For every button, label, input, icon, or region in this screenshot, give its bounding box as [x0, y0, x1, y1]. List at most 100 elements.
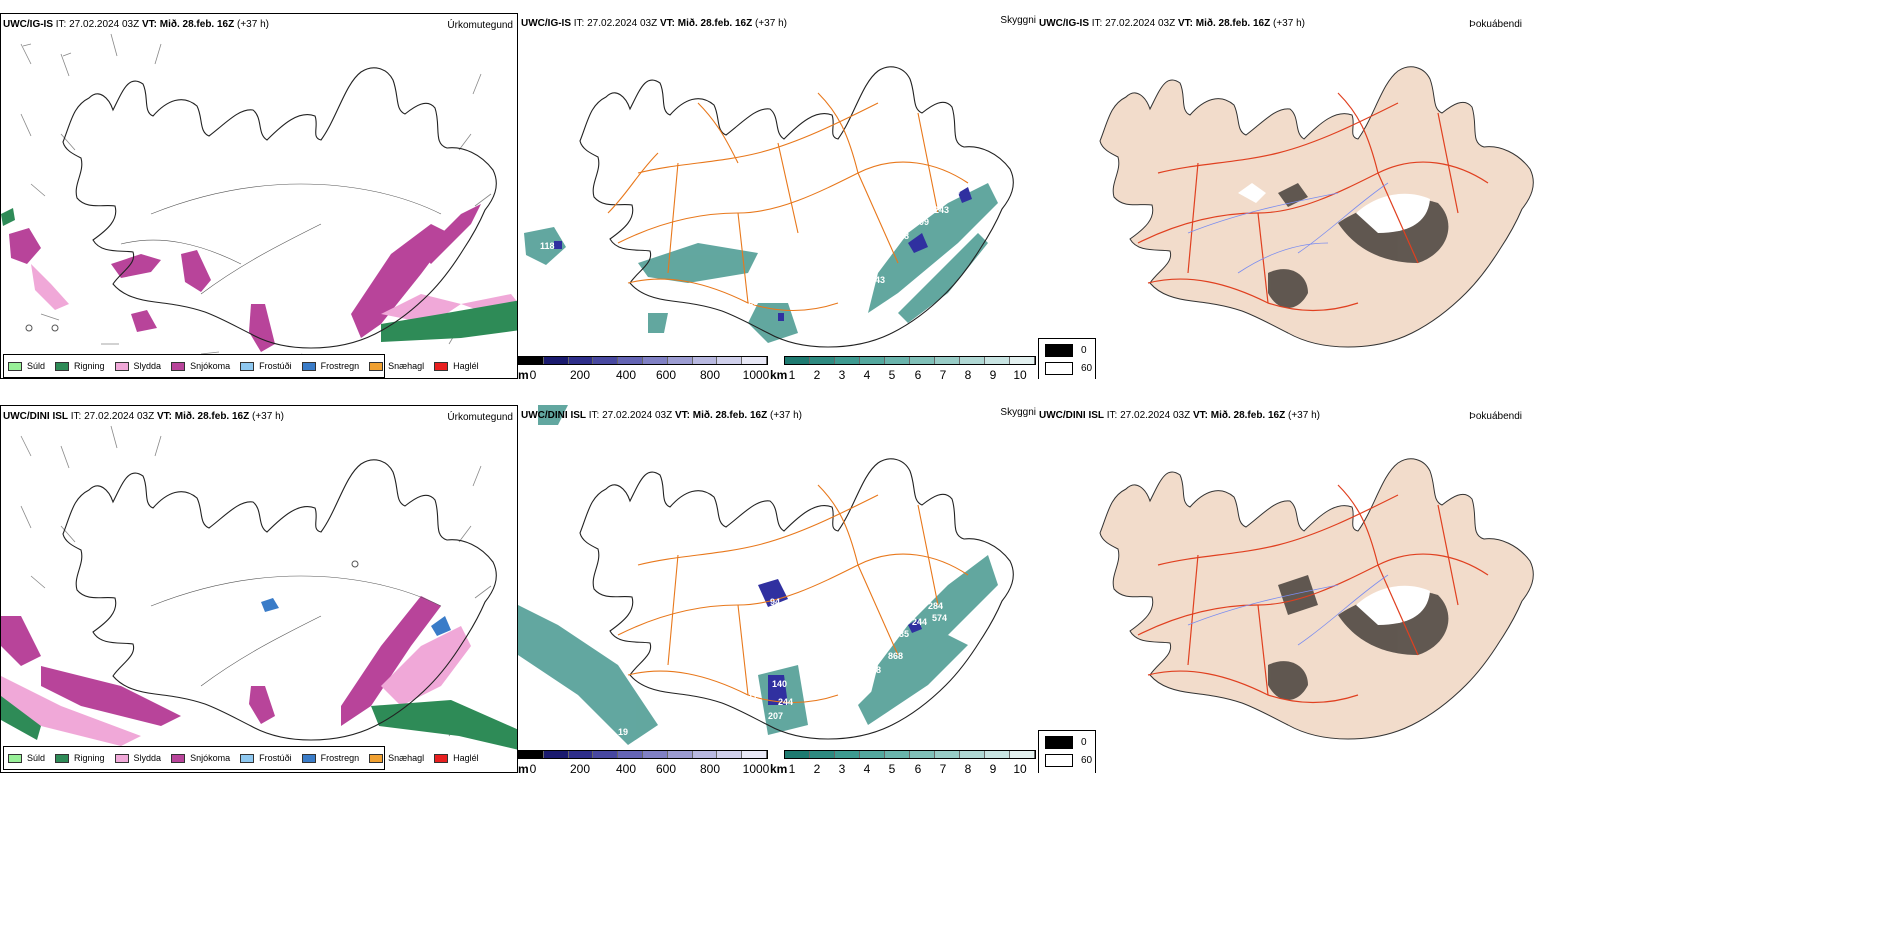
snow-areas [9, 204, 481, 352]
colorbar-tick: 8 [964, 368, 972, 379]
product-title: Úrkomutegund [447, 412, 513, 423]
wind-barbs [20, 425, 492, 737]
colorbar-tick: 800 [699, 368, 721, 379]
colorbar-tick: 400 [615, 368, 637, 379]
legend-item: Snjókoma [171, 361, 230, 371]
legend-item: Rigning [55, 361, 105, 371]
precip-type-panel-1: UWC/IG-IS IT: 27.02.2024 03Z VT: Mið. 28… [0, 13, 518, 379]
colorbar-tick: 10 [1013, 368, 1027, 379]
snow-areas [1, 596, 441, 726]
visibility-label: 243 [934, 205, 949, 215]
visibility-label: 244 [912, 617, 927, 627]
freezing-rain-areas [261, 598, 451, 636]
legend-item: Rigning [55, 753, 105, 763]
colorbar-unit: km [770, 368, 788, 379]
precip-legend: Súld Rigning Slydda Snjókoma Frostúði Fr… [3, 354, 479, 378]
colorbar-tick: 0 [529, 368, 537, 379]
legend-item: Frostúði [240, 753, 292, 763]
legend-item: Snjókoma [171, 753, 230, 763]
road-network [1137, 484, 1489, 704]
visibility-label: 94 [770, 597, 780, 607]
colorbar-tick: 6 [914, 368, 922, 379]
rivers [1187, 574, 1389, 646]
visibility-labels: 94 387 284 574 244 335 211 868 588 140 2… [618, 553, 965, 737]
fog-map-1[interactable] [1038, 13, 1558, 379]
visibility-map-2[interactable]: 94 387 284 574 244 335 211 868 588 140 2… [518, 405, 1038, 773]
precip-map-2[interactable] [1, 406, 518, 773]
colorbar-tick: 5 [888, 368, 896, 379]
it-label: IT: [55, 19, 67, 30]
panel-header: UWC/DINI ISL IT: 27.02.2024 03Z VT: Mið.… [521, 410, 802, 421]
fog-legend-label: 60 [1081, 363, 1093, 374]
visibility-label: 140 [772, 679, 787, 689]
panel-header: UWC/IG-IS IT: 27.02.2024 03Z VT: Mið. 28… [3, 19, 269, 30]
road-network [1137, 92, 1489, 312]
product-title: Þokuábendi [1469, 411, 1522, 422]
colorbar-unit: m [518, 368, 529, 379]
legend-item: Slydda [114, 753, 161, 763]
lead-time: (+37 h) [237, 19, 269, 30]
fog-panel-2: Þokuábendi 0 60 [1038, 405, 1558, 773]
glacier-areas [1356, 585, 1430, 625]
visibility-panel-2: 94 387 284 574 244 335 211 868 588 140 2… [518, 405, 1038, 773]
fog-legend: 0 60 [1038, 730, 1096, 773]
km-colorbar: km 1 2 3 4 5 6 7 8 9 10 [770, 750, 1036, 773]
legend-item: Súld [8, 361, 45, 371]
rain-areas [1, 208, 517, 342]
product-title: Þokuábendi [1469, 19, 1522, 30]
legend-item: Frostúði [240, 361, 292, 371]
legend-item: Frostregn [301, 361, 359, 371]
vt-value: Mið. 28.feb. 16Z [159, 19, 235, 30]
precip-legend: Súld Rigning Slydda Snjókoma Frostúði Fr… [3, 746, 479, 770]
visibility-label: 211 [868, 643, 883, 653]
colorbar-tick: 600 [655, 368, 677, 379]
visibility-label: 209 [914, 217, 929, 227]
colorbar-tick: 4 [863, 368, 871, 379]
product-title: Úrkomutegund [447, 20, 513, 31]
visibility-label: 284 [928, 601, 943, 611]
precip-map-1[interactable] [1, 14, 518, 379]
visibility-label: 335 [894, 629, 909, 639]
visibility-label: 19 [618, 727, 628, 737]
rain-areas [1, 696, 517, 750]
height-colorbar: m 0 200 400 600 800 1000 [518, 356, 770, 379]
sleet-areas [1, 626, 471, 746]
km-colorbar: km 1 2 3 4 5 6 7 8 9 10 [770, 356, 1036, 379]
visibility-label: 330 [770, 285, 785, 295]
visibility-label: 243 [870, 275, 885, 285]
fog-legend: 0 60 [1038, 338, 1096, 379]
colorbar-tick: 7 [939, 368, 947, 379]
visibility-label: 27 [748, 297, 758, 307]
fog-legend-label: 0 [1081, 345, 1087, 356]
visibility-fields [518, 405, 998, 745]
legend-item: Slydda [114, 361, 161, 371]
colorbar-tick: 1000 [742, 368, 770, 379]
road-network [607, 92, 969, 312]
panel-header: UWC/IG-IS IT: 27.02.2024 03Z VT: Mið. 28… [1039, 18, 1305, 29]
colorbar-tick: 2 [813, 368, 821, 379]
visibility-fields [524, 183, 998, 343]
fog-map-2[interactable] [1038, 405, 1558, 773]
rivers [120, 183, 442, 295]
legend-item: Haglél [434, 753, 479, 763]
legend-item: Súld [8, 753, 45, 763]
fog-panel-1: Þokuábendi 0 60 [1038, 13, 1558, 379]
legend-item: Haglél [434, 361, 479, 371]
visibility-panel-1: 118 30 243 209 228 192 243 330 27 Skyggn… [518, 13, 1038, 379]
visibility-label: 588 [866, 665, 881, 675]
visibility-label: 207 [768, 711, 783, 721]
panel-header: UWC/IG-IS IT: 27.02.2024 03Z VT: Mið. 28… [521, 18, 787, 29]
visibility-label: 192 [870, 247, 885, 257]
panel-header: UWC/DINI ISL IT: 27.02.2024 03Z VT: Mið.… [1039, 410, 1320, 421]
visibility-labels: 118 30 243 209 228 192 243 330 27 [540, 187, 960, 307]
glacier-areas [1238, 183, 1430, 233]
visibility-label: 244 [778, 697, 793, 707]
road-network [617, 484, 969, 704]
rivers [150, 575, 442, 687]
visibility-map-1[interactable]: 118 30 243 209 228 192 243 330 27 [518, 13, 1038, 379]
rivers [1187, 182, 1389, 274]
visibility-label: 574 [932, 613, 947, 623]
product-title: Skyggni [1000, 407, 1036, 418]
colorbar-tick: 3 [838, 368, 846, 379]
visibility-label: 868 [888, 651, 903, 661]
